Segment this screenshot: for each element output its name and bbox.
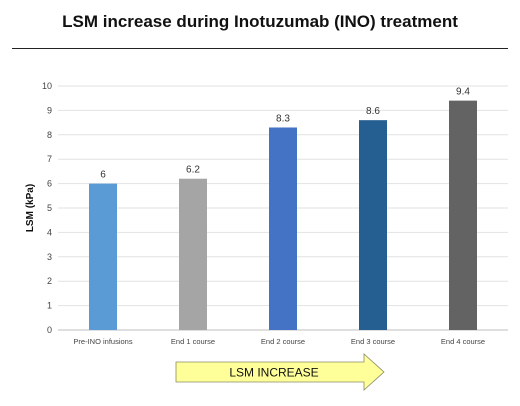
- x-tick-labels: Pre-INO infusions End 1 course End 2 cours…: [73, 337, 485, 346]
- y-tick-label: 9: [47, 105, 52, 115]
- y-axis-title: LSM (kPa): [25, 184, 36, 232]
- y-tick-label: 6: [47, 179, 52, 189]
- data-label: 8.6: [366, 106, 380, 117]
- y-tick-label: 10: [42, 81, 52, 91]
- x-tick-label: End 3 course: [351, 337, 395, 346]
- bars: [89, 100, 477, 330]
- title-divider: [12, 48, 508, 49]
- bar: [269, 127, 297, 330]
- increase-arrow: LSM INCREASE: [175, 353, 385, 391]
- x-tick-label: End 4 course: [441, 337, 485, 346]
- x-tick-label: End 2 course: [261, 337, 305, 346]
- y-tick-label: 4: [47, 227, 52, 237]
- y-tick-label: 2: [47, 276, 52, 286]
- y-tick-label: 5: [47, 203, 52, 213]
- y-tick-label: 8: [47, 130, 52, 140]
- chart-title: LSM increase during Inotuzumab (INO) tre…: [62, 12, 458, 31]
- bar: [449, 100, 477, 330]
- bar: [359, 120, 387, 330]
- y-tick-label: 1: [47, 301, 52, 311]
- increase-arrow-shape: [175, 353, 385, 391]
- data-label: 9.4: [456, 87, 470, 98]
- increase-arrow-label: LSM INCREASE: [229, 366, 318, 380]
- data-labels: 6 6.2 8.3 8.6 9.4: [100, 87, 470, 181]
- bar: [179, 178, 207, 330]
- data-label: 6: [100, 170, 106, 181]
- data-label: 6.2: [186, 165, 200, 176]
- y-tick-label: 7: [47, 154, 52, 164]
- data-label: 8.3: [276, 113, 290, 124]
- y-tick-labels: 0 1 2 3 4 5 6 7 8 9 10: [42, 81, 52, 335]
- y-tick-label: 3: [47, 252, 52, 262]
- x-tick-label: Pre-INO infusions: [73, 337, 132, 346]
- y-tick-label: 0: [47, 325, 52, 335]
- x-tick-label: End 1 course: [171, 337, 215, 346]
- bar: [89, 183, 117, 330]
